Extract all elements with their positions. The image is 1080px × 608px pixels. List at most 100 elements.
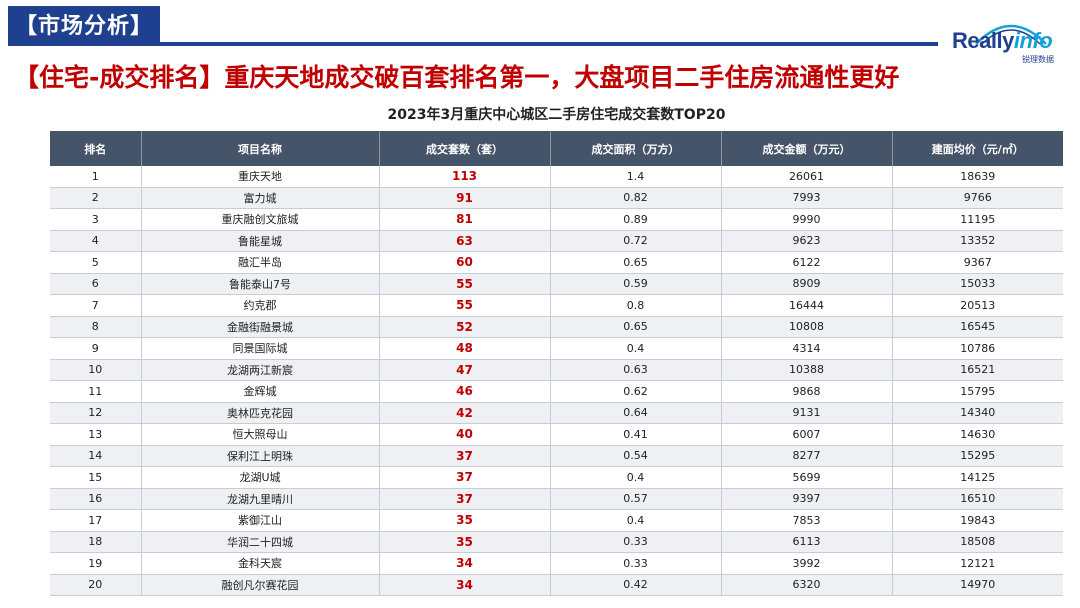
- table-row: 5 融汇半岛 60 0.65 6122 9367: [50, 251, 1063, 274]
- rank-cell: 17: [50, 509, 142, 532]
- deal-count-cell: 34: [379, 552, 551, 575]
- table-row: 3 重庆融创文旅城 81 0.89 9990 11195: [50, 208, 1063, 231]
- deal-amount-cell: 10808: [721, 316, 893, 338]
- deal-amount-cell: 6320: [721, 574, 893, 596]
- deal-area-cell: 0.72: [550, 230, 722, 252]
- deal-count-cell: 34: [379, 574, 551, 596]
- rank-cell: 18: [50, 531, 142, 553]
- avg-price-cell: 14340: [892, 402, 1063, 424]
- deal-count-cell: 40: [379, 423, 551, 446]
- deal-count-cell: 81: [379, 208, 551, 231]
- deal-amount-cell: 6122: [721, 251, 893, 274]
- column-header: 成交面积（万方）: [550, 131, 722, 166]
- deal-area-cell: 0.64: [550, 402, 722, 424]
- deal-amount-cell: 8277: [721, 445, 893, 467]
- deal-count-cell: 48: [379, 337, 551, 360]
- logo-subtitle: 锐理数据: [1022, 55, 1054, 64]
- deal-area-cell: 0.82: [550, 187, 722, 209]
- avg-price-cell: 11195: [892, 208, 1063, 231]
- project-name-cell: 鲁能星城: [141, 230, 380, 252]
- deal-area-cell: 0.4: [550, 337, 722, 360]
- deal-amount-cell: 8909: [721, 273, 893, 295]
- avg-price-cell: 15033: [892, 273, 1063, 295]
- project-name-cell: 恒大照母山: [141, 423, 380, 446]
- rank-cell: 9: [50, 337, 142, 360]
- deal-area-cell: 0.8: [550, 294, 722, 317]
- table-row: 10 龙湖两江新宸 47 0.63 10388 16521: [50, 359, 1063, 381]
- deal-amount-cell: 7853: [721, 509, 893, 532]
- avg-price-cell: 16545: [892, 316, 1063, 338]
- avg-price-cell: 19843: [892, 509, 1063, 532]
- logo-wordmark: Reallyinfo: [952, 28, 1053, 54]
- project-name-cell: 富力城: [141, 187, 380, 209]
- deal-count-cell: 47: [379, 359, 551, 381]
- rank-cell: 1: [50, 166, 142, 188]
- rank-cell: 2: [50, 187, 142, 209]
- rank-cell: 8: [50, 316, 142, 338]
- deal-amount-cell: 9623: [721, 230, 893, 252]
- avg-price-cell: 14970: [892, 574, 1063, 596]
- deal-amount-cell: 16444: [721, 294, 893, 317]
- rank-cell: 5: [50, 251, 142, 274]
- table-row: 19 金科天宸 34 0.33 3992 12121: [50, 552, 1063, 575]
- avg-price-cell: 15295: [892, 445, 1063, 467]
- table-row: 12 奥林匹克花园 42 0.64 9131 14340: [50, 402, 1063, 424]
- deal-count-cell: 46: [379, 380, 551, 403]
- avg-price-cell: 18508: [892, 531, 1063, 553]
- rank-cell: 13: [50, 423, 142, 446]
- deal-area-cell: 0.65: [550, 316, 722, 338]
- deal-area-cell: 0.63: [550, 359, 722, 381]
- project-name-cell: 金辉城: [141, 380, 380, 403]
- deal-area-cell: 0.4: [550, 466, 722, 489]
- deal-count-cell: 37: [379, 466, 551, 489]
- deal-count-cell: 60: [379, 251, 551, 274]
- ranking-table: 排名 项目名称 成交套数（套） 成交面积（万方） 成交金额（万元） 建面均价（元/㎡） 1…: [50, 131, 1063, 596]
- logo-wordmark-part2: info: [1013, 28, 1053, 53]
- headline: 【住宅-成交排名】重庆天地成交破百套排名第一，大盘项目二手住房流通性更好: [14, 63, 900, 92]
- column-header: 项目名称: [141, 131, 380, 166]
- table-row: 14 保利江上明珠 37 0.54 8277 15295: [50, 445, 1063, 467]
- reallyinfo-logo: Reallyinfo 锐理数据: [950, 14, 1070, 66]
- deal-area-cell: 0.33: [550, 552, 722, 575]
- deal-area-cell: 0.4: [550, 509, 722, 532]
- rank-cell: 4: [50, 230, 142, 252]
- deal-area-cell: 1.4: [550, 166, 722, 188]
- deal-area-cell: 0.59: [550, 273, 722, 295]
- rank-cell: 6: [50, 273, 142, 295]
- deal-count-cell: 52: [379, 316, 551, 338]
- deal-area-cell: 0.33: [550, 531, 722, 553]
- table-body: 1 重庆天地 113 1.4 26061 18639 2 富力城 91 0.82 7993 9766 3…: [50, 166, 1063, 596]
- header-divider: [8, 42, 938, 46]
- project-name-cell: 华润二十四城: [141, 531, 380, 553]
- avg-price-cell: 15795: [892, 380, 1063, 403]
- deal-amount-cell: 9868: [721, 380, 893, 403]
- deal-amount-cell: 26061: [721, 166, 893, 188]
- table-row: 2 富力城 91 0.82 7993 9766: [50, 187, 1063, 209]
- avg-price-cell: 20513: [892, 294, 1063, 317]
- deal-amount-cell: 9131: [721, 402, 893, 424]
- deal-amount-cell: 5699: [721, 466, 893, 489]
- project-name-cell: 金科天宸: [141, 552, 380, 575]
- project-name-cell: 龙湖九里晴川: [141, 488, 380, 510]
- column-header: 成交套数（套）: [379, 131, 551, 166]
- table-row: 7 约克郡 55 0.8 16444 20513: [50, 294, 1063, 317]
- table-row: 15 龙湖U城 37 0.4 5699 14125: [50, 466, 1063, 489]
- project-name-cell: 紫御江山: [141, 509, 380, 532]
- project-name-cell: 龙湖U城: [141, 466, 380, 489]
- project-name-cell: 金融街融景城: [141, 316, 380, 338]
- rank-cell: 10: [50, 359, 142, 381]
- table-row: 20 融创凡尔赛花园 34 0.42 6320 14970: [50, 574, 1063, 596]
- deal-area-cell: 0.89: [550, 208, 722, 231]
- deal-count-cell: 63: [379, 230, 551, 252]
- table-row: 4 鲁能星城 63 0.72 9623 13352: [50, 230, 1063, 252]
- deal-count-cell: 55: [379, 273, 551, 295]
- deal-amount-cell: 7993: [721, 187, 893, 209]
- column-header: 排名: [50, 131, 142, 166]
- project-name-cell: 保利江上明珠: [141, 445, 380, 467]
- rank-cell: 20: [50, 574, 142, 596]
- deal-area-cell: 0.54: [550, 445, 722, 467]
- deal-count-cell: 35: [379, 509, 551, 532]
- table-title: 2023年3月重庆中心城区二手房住宅成交套数TOP20: [387, 107, 726, 123]
- project-name-cell: 同景国际城: [141, 337, 380, 360]
- column-header: 成交金额（万元）: [721, 131, 893, 166]
